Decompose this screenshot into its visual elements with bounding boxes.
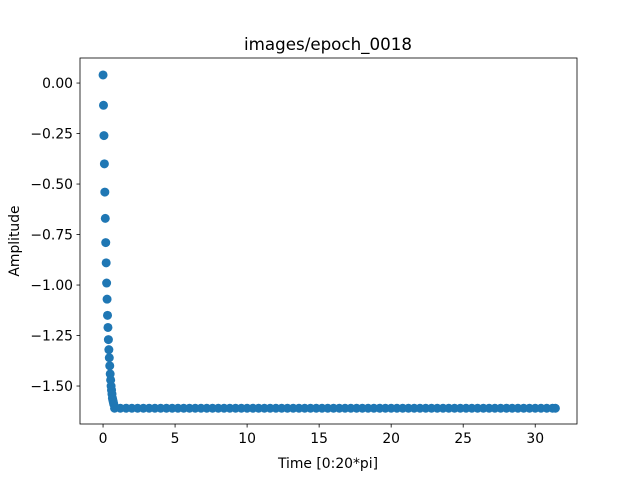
point — [101, 258, 111, 268]
y-tick-label: −0.50 — [30, 177, 73, 193]
point — [104, 345, 114, 355]
point — [99, 131, 109, 141]
chart-title: images/epoch_0018 — [244, 34, 412, 55]
point — [105, 361, 115, 371]
point — [99, 159, 109, 169]
x-tick-label: 15 — [310, 431, 328, 447]
x-tick-label: 25 — [454, 431, 472, 447]
y-tick-label: −1.00 — [30, 278, 73, 294]
point — [103, 310, 113, 320]
point — [104, 353, 114, 363]
point — [102, 294, 112, 304]
point — [98, 70, 108, 80]
y-tick-label: −0.25 — [30, 127, 73, 143]
x-tick-label: 20 — [382, 431, 400, 447]
point — [100, 213, 110, 223]
x-tick-label: 10 — [238, 431, 256, 447]
y-tick-label: 0.00 — [42, 76, 73, 92]
x-tick-label: 30 — [526, 431, 544, 447]
y-axis-label: Amplitude — [7, 205, 23, 276]
point — [103, 322, 113, 332]
x-axis-label: Time [0:20*pi] — [277, 456, 378, 472]
y-tick-label: −1.50 — [30, 379, 73, 395]
point — [103, 335, 113, 345]
point — [100, 187, 110, 197]
point — [550, 403, 560, 413]
x-tick-label: 5 — [171, 431, 180, 447]
axes-frame — [79, 57, 578, 425]
x-tick-label: 0 — [99, 431, 108, 447]
point — [101, 238, 111, 248]
point — [98, 100, 108, 110]
y-tick-label: −1.25 — [30, 329, 73, 345]
point — [102, 278, 112, 288]
y-tick-label: −0.75 — [30, 228, 73, 244]
